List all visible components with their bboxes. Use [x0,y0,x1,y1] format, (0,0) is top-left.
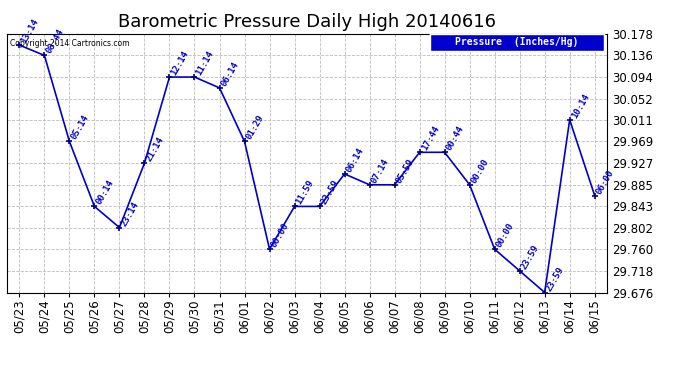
Text: 01:29: 01:29 [244,114,266,141]
Text: 06:14: 06:14 [219,60,241,88]
Text: 23:59: 23:59 [319,178,341,206]
Text: 23:59: 23:59 [520,243,541,271]
Text: Copyright 2014 Cartronics.com: Copyright 2014 Cartronics.com [10,39,130,48]
Text: 05:59: 05:59 [395,157,416,185]
Text: 00:14: 00:14 [95,178,116,206]
Text: 10:14: 10:14 [570,92,591,120]
Text: 23:14: 23:14 [119,200,141,228]
Text: 12:14: 12:14 [170,49,190,77]
Text: 06:00: 06:00 [595,168,616,196]
Text: 07:14: 07:14 [370,157,391,185]
Text: 08:44: 08:44 [44,28,66,56]
Text: 17:44: 17:44 [420,124,441,152]
Text: 05:14: 05:14 [70,114,90,141]
Text: 21:14: 21:14 [144,135,166,163]
Text: 06:14: 06:14 [344,146,366,174]
Text: 13:14: 13:14 [19,17,41,45]
Text: 00:00: 00:00 [470,157,491,185]
Text: 00:00: 00:00 [495,221,516,249]
Text: 00:00: 00:00 [270,221,290,249]
Text: 11:59: 11:59 [295,178,316,206]
Text: 23:59: 23:59 [544,265,566,292]
Title: Barometric Pressure Daily High 20140616: Barometric Pressure Daily High 20140616 [118,13,496,31]
Text: 00:44: 00:44 [444,124,466,152]
Text: 11:14: 11:14 [195,49,216,77]
